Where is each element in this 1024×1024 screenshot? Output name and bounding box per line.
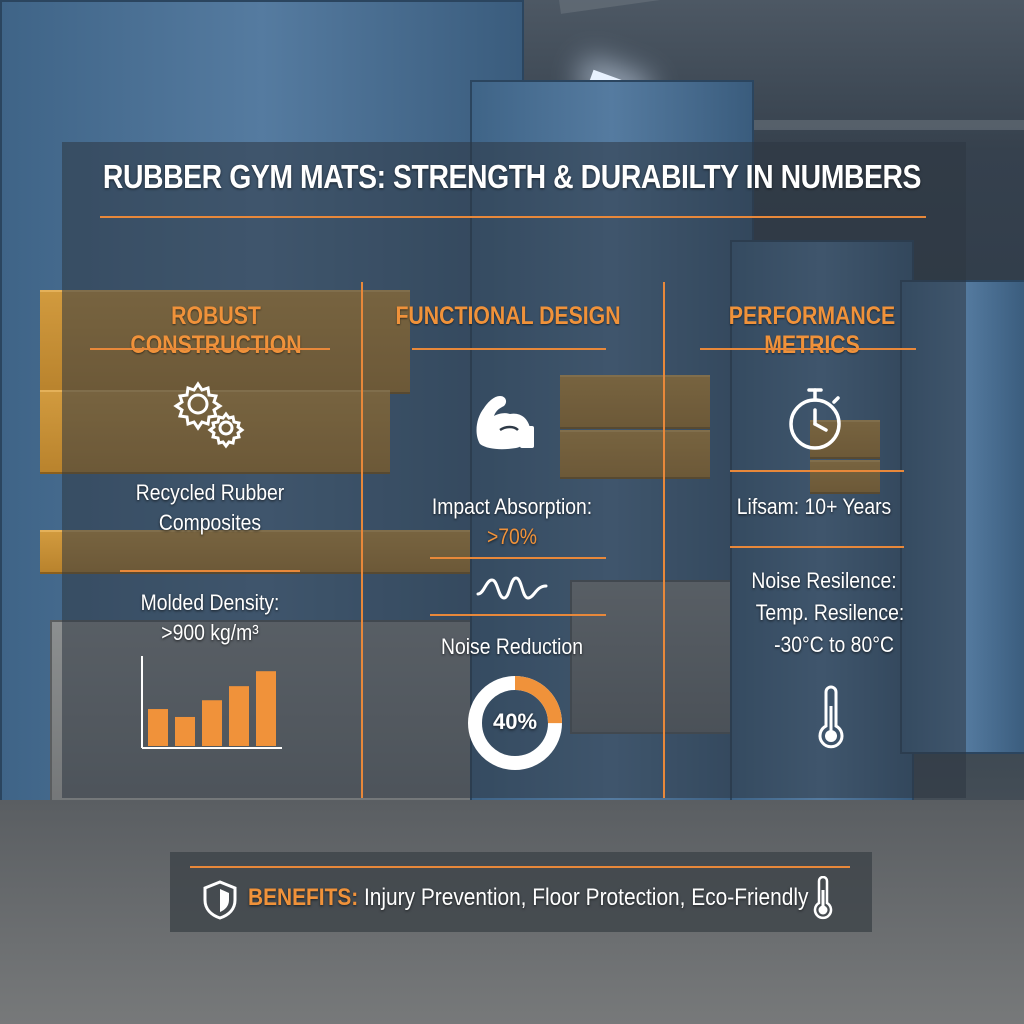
thermometer-icon — [813, 876, 833, 920]
bar-chart-bar — [202, 700, 222, 746]
bar-chart-bar — [148, 709, 168, 746]
column-rule — [430, 557, 606, 559]
page-title: RUBBER GYM MATS: STRENGTH & DURABILTY IN… — [102, 158, 922, 195]
impact-absorption-label: Impact Absorption: — [431, 494, 593, 519]
benefits-list: Injury Prevention, Floor Protection, Eco… — [358, 884, 809, 911]
molded-density-value: >900 kg/m³ — [161, 620, 259, 645]
heading-performance-metrics: PERFORMANCE METRICS — [728, 302, 896, 359]
gears-icon — [173, 381, 245, 449]
column-divider — [361, 282, 363, 798]
donut-value: 40% — [492, 709, 538, 734]
temp-resilence-label: Temp. Resilence: — [755, 600, 905, 625]
noise-resilence-label: Noise Resilence: — [751, 568, 897, 593]
impact-absorption-value: >70% — [486, 524, 538, 549]
sound-wave-icon — [476, 576, 548, 600]
composites-text: Composites — [158, 510, 262, 535]
molded-density-label: Molded Density: — [140, 590, 280, 615]
column-rule — [412, 348, 606, 350]
flexed-arm-icon — [476, 396, 534, 450]
temp-resilence-value: -30°C to 80°C — [774, 632, 894, 657]
noise-reduction-label: Noise Reduction — [440, 634, 584, 659]
benefits-banner — [170, 852, 872, 932]
column-rule — [730, 546, 904, 548]
bar-chart-bar — [229, 686, 249, 746]
donut-chart — [468, 676, 562, 770]
column-rule — [430, 614, 606, 616]
bar-chart-bar — [256, 671, 276, 746]
title-divider — [100, 216, 926, 218]
shield-icon — [203, 880, 237, 920]
thermometer-icon — [818, 685, 844, 749]
bar-chart-bar — [175, 716, 195, 746]
recycled-rubber-text: Recycled Rubber — [135, 480, 285, 505]
column-divider — [663, 282, 665, 798]
lifespan-text: Lifsam: 10+ Years — [736, 494, 892, 519]
footer-rule — [190, 866, 850, 868]
heading-functional-design: FUNCTIONAL DESIGN — [395, 302, 621, 330]
column-rule — [700, 348, 916, 350]
stopwatch-icon — [789, 388, 841, 450]
benefits-label: BENEFITS: — [248, 884, 359, 911]
column-rule — [120, 570, 300, 572]
column-rule — [90, 348, 330, 350]
column-rule — [730, 470, 904, 472]
heading-robust-construction: ROBUST CONSTRUCTION — [130, 302, 302, 359]
benefits-text: BENEFITS: Injury Prevention, Floor Prote… — [248, 884, 808, 912]
bar-chart-icon — [141, 656, 282, 749]
